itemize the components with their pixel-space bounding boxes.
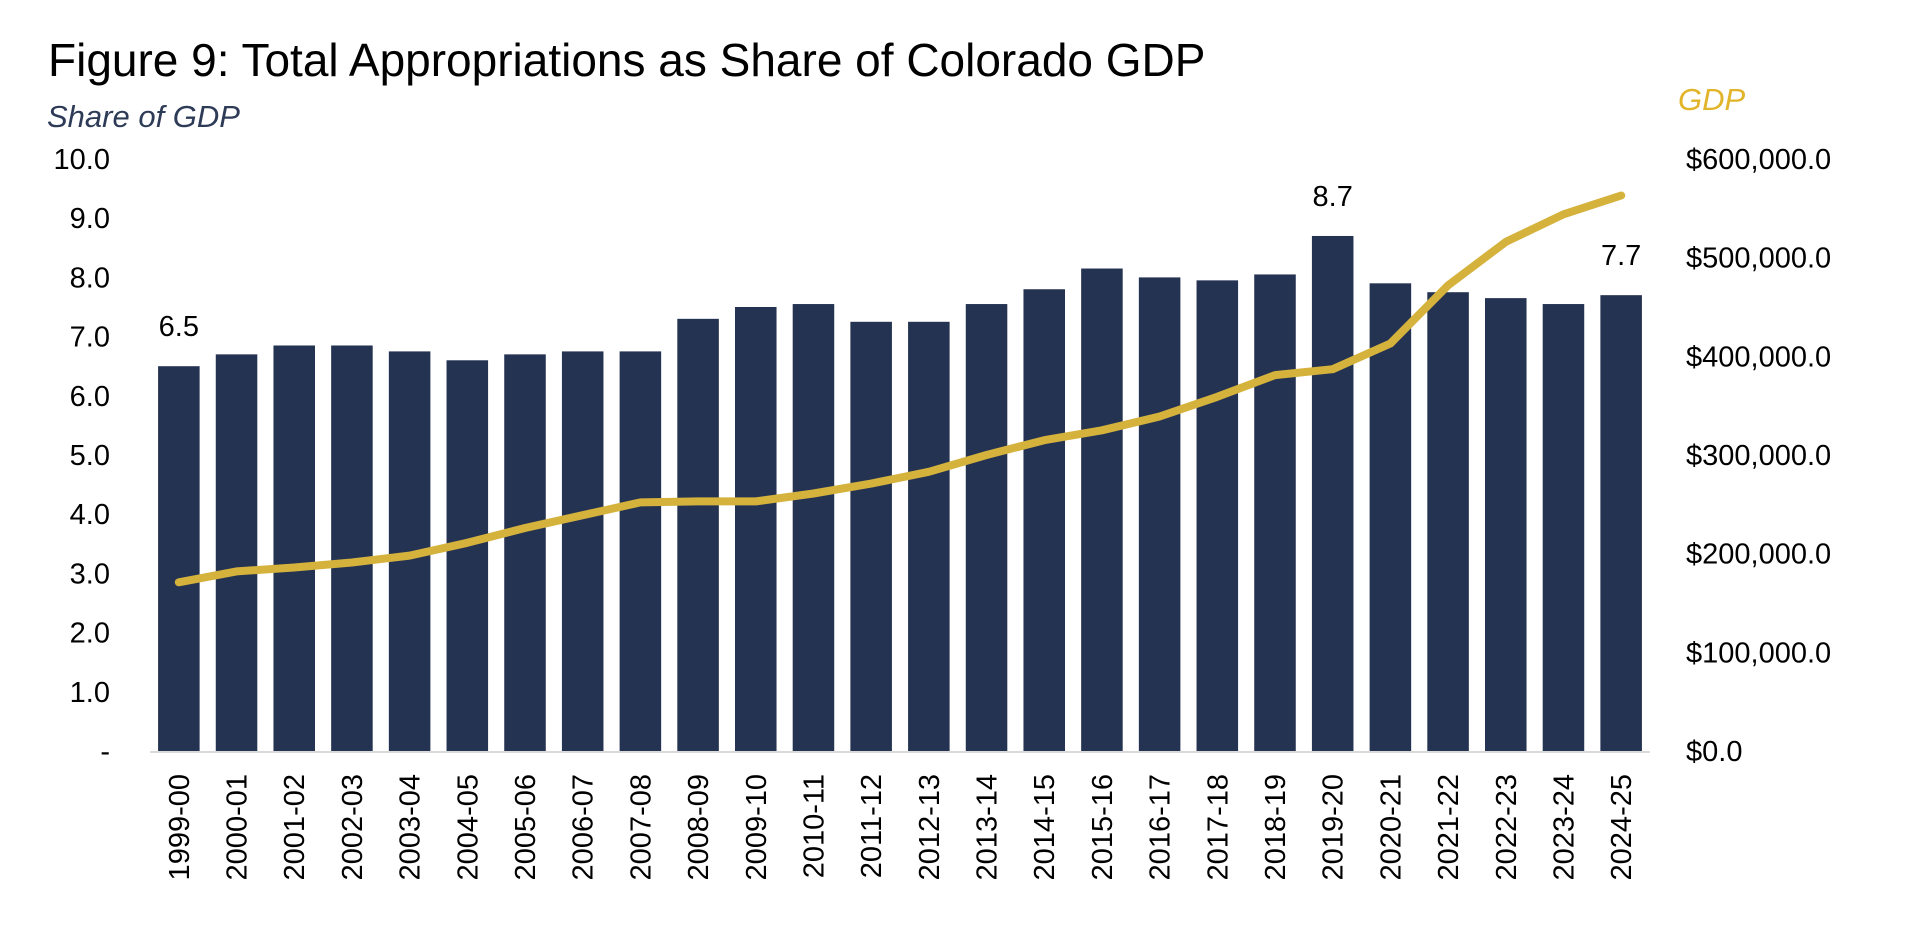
left-tick-label: 4.0 bbox=[70, 499, 110, 531]
data-labels: 6.5 8.7 7.7 bbox=[159, 181, 1642, 343]
left-tick-label: 6.0 bbox=[70, 381, 110, 413]
left-tick-label: 5.0 bbox=[70, 440, 110, 472]
x-tick-label: 2000-01 bbox=[222, 774, 254, 880]
x-tick-label: 1999-00 bbox=[164, 774, 196, 880]
x-tick-label: 2009-10 bbox=[741, 774, 773, 880]
bar bbox=[1196, 280, 1239, 751]
bar bbox=[908, 321, 950, 751]
right-tick-label: $500,000.0 bbox=[1686, 243, 1831, 275]
data-label: 8.7 bbox=[1313, 181, 1353, 213]
x-tick-label: 2013-14 bbox=[972, 774, 1004, 880]
x-tick-label: 2012-13 bbox=[914, 774, 946, 880]
x-tick-label: 2016-17 bbox=[1145, 774, 1177, 880]
bar bbox=[735, 307, 777, 751]
bar bbox=[850, 321, 892, 751]
x-tick-label: 2005-06 bbox=[510, 774, 542, 880]
gdp-line bbox=[174, 191, 1626, 587]
bar bbox=[1138, 277, 1181, 751]
bar bbox=[215, 354, 258, 751]
x-tick-label: 2002-03 bbox=[337, 774, 369, 880]
bar bbox=[331, 345, 373, 751]
bar bbox=[1600, 295, 1642, 751]
x-tick-label: 2006-07 bbox=[568, 774, 600, 880]
x-tick-label: 2010-11 bbox=[798, 774, 830, 878]
left-tick-label: 7.0 bbox=[70, 322, 110, 354]
x-tick-label: 2001-02 bbox=[279, 774, 311, 880]
bar bbox=[1369, 283, 1412, 751]
x-axis-ticks: 1999-00 2000-01 2001-02 2002-03 2003-04 2004-… bbox=[164, 774, 1638, 880]
bar bbox=[273, 345, 315, 751]
left-tick-label: - bbox=[100, 736, 110, 768]
bar bbox=[1081, 268, 1123, 751]
data-label: 6.5 bbox=[159, 311, 199, 343]
chart-title: Figure 9: Total Appropriations as Share … bbox=[48, 34, 1205, 86]
x-tick-label: 2020-21 bbox=[1375, 774, 1407, 880]
data-label: 7.7 bbox=[1601, 240, 1641, 272]
x-tick-label: 2024-25 bbox=[1606, 774, 1638, 880]
bar bbox=[965, 304, 1008, 751]
right-tick-label: $300,000.0 bbox=[1686, 440, 1831, 472]
right-tick-label: $400,000.0 bbox=[1686, 341, 1831, 373]
bar bbox=[1485, 298, 1527, 751]
x-tick-label: 2008-09 bbox=[683, 774, 715, 880]
bar bbox=[1542, 304, 1585, 751]
left-tick-label: 1.0 bbox=[70, 677, 110, 709]
right-tick-label: $200,000.0 bbox=[1686, 539, 1831, 571]
left-axis-ticks: - 1.0 2.0 3.0 4.0 5.0 6.0 7.0 8.0 9.0 10.0 bbox=[54, 144, 110, 768]
x-tick-label: 2004-05 bbox=[452, 774, 484, 880]
bar bbox=[677, 318, 719, 751]
x-tick-label: 2015-16 bbox=[1087, 774, 1119, 880]
x-tick-label: 2014-15 bbox=[1029, 774, 1061, 880]
right-axis-title: GDP bbox=[1678, 82, 1746, 117]
x-tick-label: 2019-20 bbox=[1318, 774, 1350, 880]
bar bbox=[1311, 235, 1354, 751]
bar bbox=[1023, 289, 1065, 751]
x-tick-label: 2018-19 bbox=[1260, 774, 1292, 880]
bar bbox=[561, 351, 604, 751]
x-tick-label: 2007-08 bbox=[625, 774, 657, 880]
bar bbox=[504, 354, 546, 751]
gdp-line-series bbox=[174, 191, 1626, 587]
right-tick-label: $0.0 bbox=[1686, 736, 1742, 768]
bar bbox=[792, 304, 835, 751]
bar bbox=[1254, 274, 1296, 751]
bar bbox=[446, 360, 489, 751]
x-tick-label: 2022-23 bbox=[1491, 774, 1523, 880]
bar bbox=[1427, 292, 1469, 751]
left-tick-label: 10.0 bbox=[54, 144, 110, 176]
bar-series bbox=[158, 235, 1642, 751]
bar bbox=[158, 366, 200, 751]
left-axis-title: Share of GDP bbox=[47, 99, 240, 134]
bar bbox=[619, 351, 662, 751]
left-tick-label: 3.0 bbox=[70, 558, 110, 590]
left-tick-label: 9.0 bbox=[70, 203, 110, 235]
x-tick-label: 2017-18 bbox=[1202, 774, 1234, 880]
left-tick-label: 8.0 bbox=[70, 262, 110, 294]
x-tick-label: 2021-22 bbox=[1433, 774, 1465, 880]
x-tick-label: 2023-24 bbox=[1548, 774, 1580, 880]
x-tick-label: 2003-04 bbox=[395, 774, 427, 880]
right-axis-ticks: $0.0 $100,000.0 $200,000.0 $300,000.0 $400,0… bbox=[1686, 144, 1831, 768]
x-tick-label: 2011-12 bbox=[856, 774, 888, 878]
right-tick-label: $100,000.0 bbox=[1686, 637, 1831, 669]
left-tick-label: 2.0 bbox=[70, 618, 110, 650]
right-tick-label: $600,000.0 bbox=[1686, 144, 1831, 176]
